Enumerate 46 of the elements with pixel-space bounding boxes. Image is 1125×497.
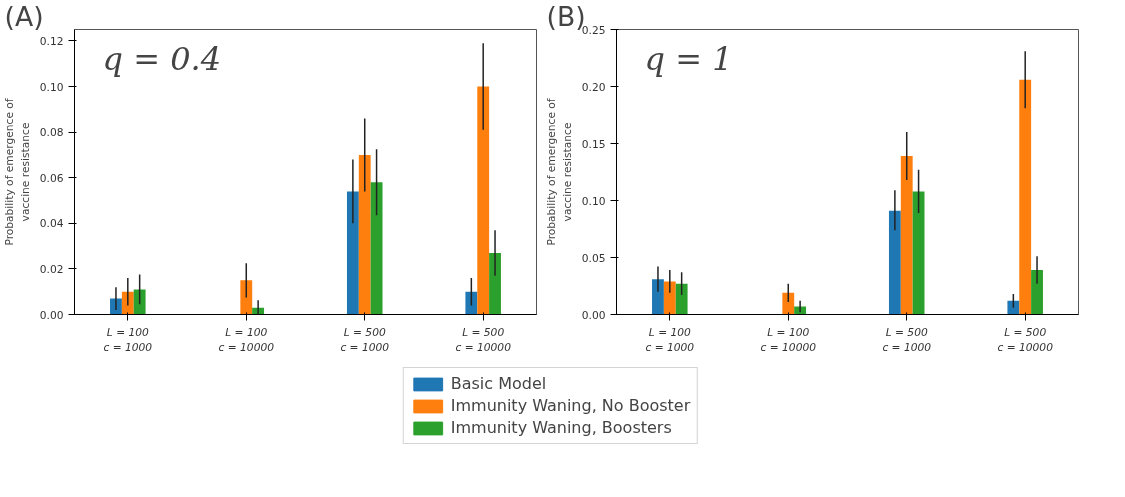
- text: (A): [4, 0, 44, 32]
- x-tick-label: L = 500 c = 1000: [340, 325, 390, 355]
- bar: [465, 291, 478, 315]
- y-tick-label: 0.06: [39, 171, 64, 185]
- legend-label: Immunity Waning, Boosters: [450, 418, 672, 437]
- bar: [370, 182, 383, 315]
- bar: [675, 283, 688, 315]
- y-tick-label: 0.12: [39, 34, 64, 48]
- x-tick-label: L = 100 c = 10000: [760, 325, 817, 355]
- y-axis-title: Probability of emergence of vaccine resistance: [545, 98, 574, 246]
- annotation: q = 1: [644, 39, 733, 78]
- bar: [489, 252, 501, 315]
- annotation: q = 0.4: [102, 39, 222, 78]
- y-tick-label: 0.08: [39, 126, 64, 140]
- x-tick-label: L = 100 c = 10000: [218, 325, 275, 355]
- y-tick-label: 0.15: [581, 137, 606, 151]
- bar: [358, 154, 371, 315]
- bar: [1019, 79, 1032, 315]
- bar: [900, 156, 913, 315]
- legend-label: Basic Model: [450, 374, 547, 393]
- legend-label: Immunity Waning, No Booster: [450, 396, 691, 415]
- bar: [782, 292, 795, 315]
- bar: [1007, 300, 1020, 315]
- bar: [652, 279, 664, 315]
- bar: [133, 289, 146, 315]
- x-tick-label: L = 500 c = 10000: [455, 325, 512, 355]
- bar: [477, 86, 490, 315]
- x-tick-label: L = 500 c = 1000: [882, 325, 932, 355]
- x-tick-label: L = 100 c = 1000: [645, 325, 695, 355]
- bar: [1031, 270, 1043, 315]
- bar: [888, 210, 901, 315]
- y-tick-label: 0.05: [581, 251, 606, 265]
- y-tick-label: 0.20: [581, 80, 606, 94]
- bar: [346, 191, 359, 315]
- x-tick-label: L = 500 c = 10000: [997, 325, 1054, 355]
- y-axis-title: Probability of emergence of vaccine resistance: [3, 98, 32, 246]
- y-tick-label: 0.10: [581, 194, 606, 208]
- y-tick-label: 0.04: [39, 217, 64, 231]
- y-tick-label: 0.00: [39, 308, 64, 322]
- bar: [663, 281, 676, 315]
- bar: [912, 191, 925, 315]
- y-tick-label: 0.02: [39, 262, 64, 276]
- y-tick-label: 0.00: [581, 308, 606, 322]
- bar: [240, 280, 253, 315]
- x-tick-label: L = 100 c = 1000: [103, 325, 153, 355]
- y-tick-label: 0.10: [39, 80, 64, 94]
